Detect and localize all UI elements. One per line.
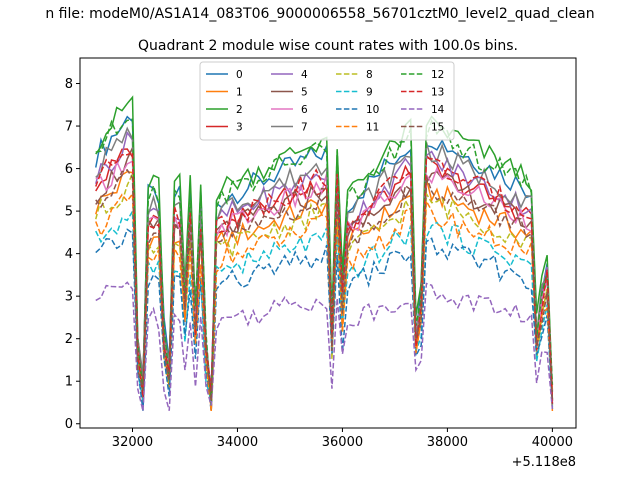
x-axis: 32000 34000 36000 38000 40000 bbox=[112, 428, 573, 450]
chart-title: Quadrant 2 module wise count rates with … bbox=[138, 38, 518, 54]
legend-box bbox=[199, 61, 455, 141]
x-tick-label: 38000 bbox=[427, 435, 468, 450]
legend-label-6: 6 bbox=[301, 104, 308, 116]
y-tick-label: 5 bbox=[65, 205, 73, 220]
y-tick-label: 6 bbox=[65, 162, 73, 177]
x-axis-offset-label: +5.118e8 bbox=[512, 455, 576, 470]
series-line-13 bbox=[95, 151, 554, 404]
series-line-14 bbox=[95, 281, 554, 412]
y-tick-label: 4 bbox=[65, 247, 73, 262]
legend-label-9: 9 bbox=[366, 87, 373, 99]
y-tick-label: 3 bbox=[65, 290, 73, 305]
x-tick-label: 40000 bbox=[532, 435, 573, 450]
legend-label-1: 1 bbox=[236, 87, 243, 99]
legend-label-11: 11 bbox=[366, 122, 379, 134]
legend-label-7: 7 bbox=[301, 122, 308, 134]
legend-label-5: 5 bbox=[301, 87, 308, 99]
legend-label-4: 4 bbox=[301, 69, 308, 81]
x-tick-label: 34000 bbox=[217, 435, 258, 450]
legend-label-0: 0 bbox=[236, 69, 243, 81]
legend-label-10: 10 bbox=[366, 104, 379, 116]
y-axis: 0 1 2 3 4 5 6 7 8 bbox=[65, 77, 80, 432]
y-tick-label: 8 bbox=[65, 77, 73, 92]
legend-label-14: 14 bbox=[431, 104, 445, 116]
series-line-15 bbox=[95, 169, 554, 401]
y-tick-label: 2 bbox=[65, 332, 73, 347]
figure-suptitle: n file: modeM0/AS1A14_083T06_9000006558_… bbox=[45, 6, 594, 22]
legend-label-2: 2 bbox=[236, 104, 243, 116]
plot-frame bbox=[79, 57, 577, 429]
series-line-11 bbox=[95, 191, 554, 412]
x-tick-label: 32000 bbox=[112, 435, 153, 450]
legend-label-15: 15 bbox=[431, 122, 444, 134]
y-tick-label: 7 bbox=[65, 120, 73, 135]
y-tick-label: 0 bbox=[65, 417, 73, 432]
series-line-8 bbox=[95, 173, 554, 406]
y-tick-label: 1 bbox=[65, 375, 73, 390]
legend-label-3: 3 bbox=[236, 122, 243, 134]
legend-label-13: 13 bbox=[431, 87, 444, 99]
legend-label-12: 12 bbox=[431, 69, 444, 81]
series-line-10 bbox=[95, 228, 554, 412]
legend-label-8: 8 bbox=[366, 69, 373, 81]
x-tick-label: 36000 bbox=[322, 435, 363, 450]
